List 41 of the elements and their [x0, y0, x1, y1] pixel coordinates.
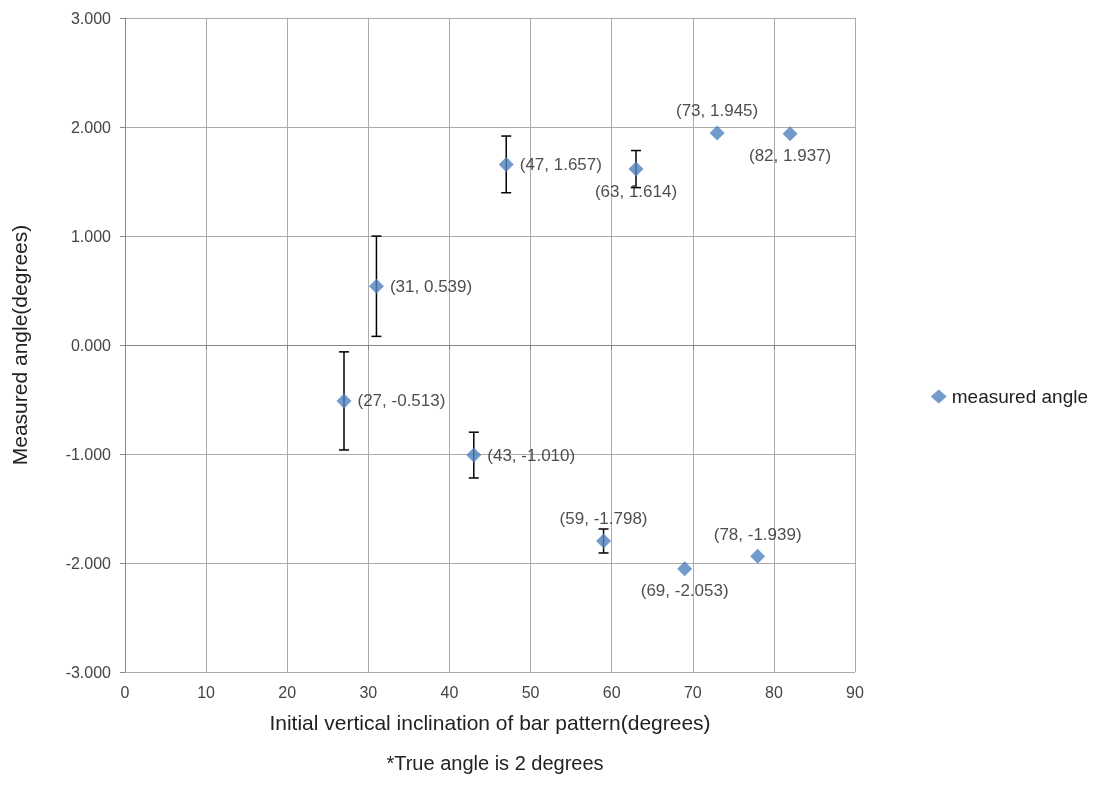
legend-label: measured angle — [951, 386, 1089, 407]
x-tick-label: 40 — [440, 683, 459, 701]
x-tick-label: 50 — [521, 683, 540, 701]
x-tick-label: 10 — [197, 683, 216, 701]
y-tick-label: -2.000 — [65, 554, 112, 572]
point — [336, 393, 352, 409]
data-label: (43, -1.010) — [487, 445, 576, 465]
y-tick-label: 2.000 — [70, 118, 112, 136]
x-tick-label: 30 — [359, 683, 378, 701]
data-label: (59, -1.798) — [559, 509, 648, 529]
data-label: (63, 1.614) — [594, 181, 678, 201]
x-axis-title: Initial vertical inclination of bar pattern(degrees) — [269, 711, 711, 734]
y-tick-label: 3.000 — [70, 9, 112, 27]
point — [498, 156, 514, 172]
data-label: (27, -0.513) — [357, 391, 446, 411]
point — [628, 161, 644, 177]
point — [750, 548, 766, 564]
data-label: (31, 0.539) — [389, 276, 473, 296]
point — [466, 447, 482, 463]
data-label: (69, -2.053) — [640, 581, 729, 601]
data-label: (47, 1.657) — [519, 154, 602, 174]
x-tick-label: 20 — [278, 683, 297, 701]
point — [782, 126, 798, 142]
point — [368, 278, 384, 294]
x-tick-label: 0 — [120, 683, 130, 701]
point — [709, 125, 725, 141]
y-tick-label: -3.000 — [65, 663, 112, 681]
data-label: (82, 1.937) — [748, 146, 832, 166]
y-tick-label: -1.000 — [65, 445, 112, 463]
text: *True angle is 2 degrees — [386, 752, 604, 774]
data-label: (78, -1.939) — [713, 524, 802, 544]
x-tick-label: 90 — [846, 683, 864, 701]
data-label: (73, 1.945) — [675, 101, 759, 121]
point — [596, 533, 612, 549]
y-tick-label: 1.000 — [70, 227, 112, 245]
point — [677, 561, 693, 577]
x-tick-label: 70 — [683, 683, 702, 701]
y-tick-label: 0.000 — [70, 336, 112, 354]
x-tick-label: 80 — [764, 683, 783, 701]
x-tick-label: 60 — [602, 683, 621, 701]
y-axis-title: Measured angle(degrees) — [8, 224, 31, 466]
